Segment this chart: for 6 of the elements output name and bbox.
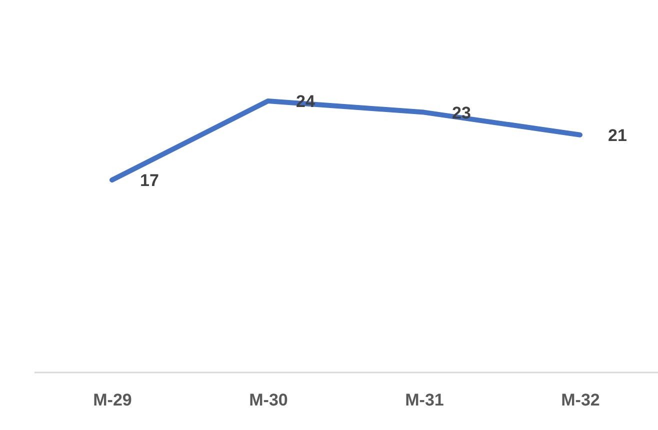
x-tick-label: M-29 <box>93 390 132 410</box>
x-tick-label: M-31 <box>405 390 444 410</box>
x-tick-label: M-32 <box>561 390 600 410</box>
data-label: 21 <box>608 126 627 145</box>
data-label: 17 <box>140 171 159 190</box>
x-tick-label: M-30 <box>249 390 288 410</box>
